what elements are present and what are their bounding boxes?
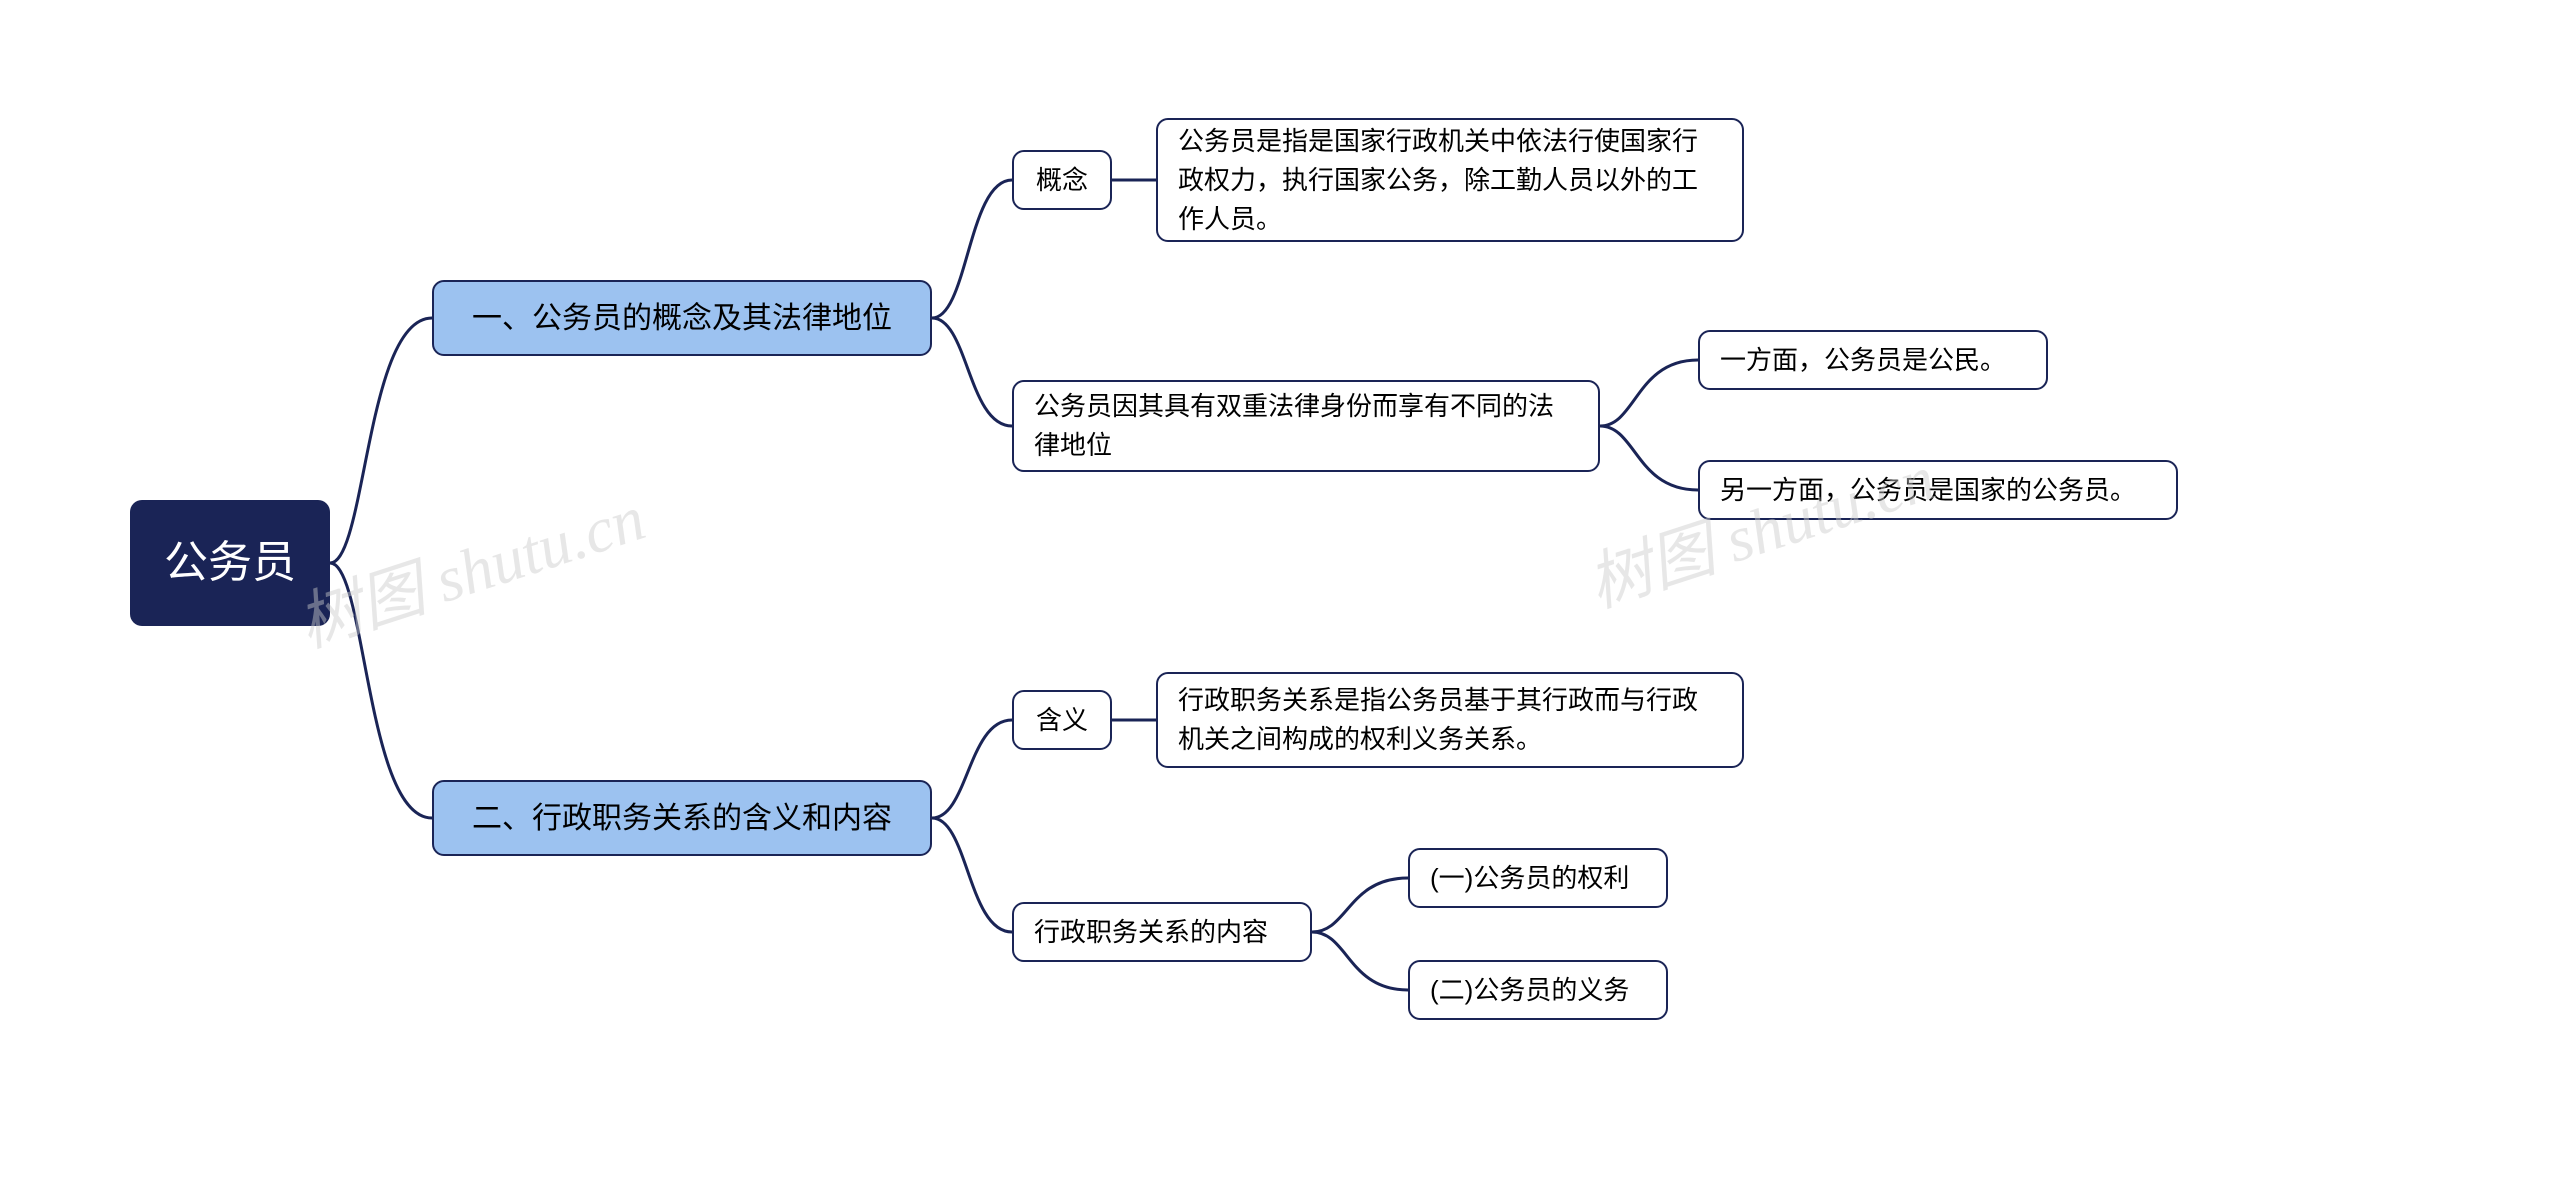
node-duties: (二)公务员的义务: [1408, 960, 1668, 1020]
node-meaning: 含义: [1012, 690, 1112, 750]
node-meaning-detail: 行政职务关系是指公务员基于其行政而与行政机关之间构成的权利义务关系。: [1156, 672, 1744, 768]
node-concept: 概念: [1012, 150, 1112, 210]
watermark: 树图 shutu.cn: [1575, 427, 1945, 625]
mindmap-root: 公务员: [130, 500, 330, 626]
node-rights: (一)公务员的权利: [1408, 848, 1668, 908]
node-state-servant: 另一方面，公务员是国家的公务员。: [1698, 460, 2178, 520]
branch-1: 一、公务员的概念及其法律地位: [432, 280, 932, 356]
node-dual-status: 公务员因其具有双重法律身份而享有不同的法律地位: [1012, 380, 1600, 472]
branch-2: 二、行政职务关系的含义和内容: [432, 780, 932, 856]
node-content: 行政职务关系的内容: [1012, 902, 1312, 962]
watermark: 树图 shutu.cn: [285, 467, 655, 665]
node-citizen: 一方面，公务员是公民。: [1698, 330, 2048, 390]
node-concept-detail: 公务员是指是国家行政机关中依法行使国家行政权力，执行国家公务，除工勤人员以外的工…: [1156, 118, 1744, 242]
